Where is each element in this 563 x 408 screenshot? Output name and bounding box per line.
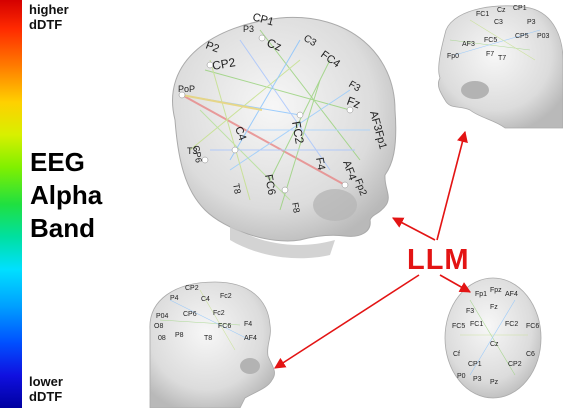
svg-text:AF4: AF4 — [505, 291, 518, 298]
svg-text:CP2: CP2 — [211, 55, 237, 73]
svg-text:FC2: FC2 — [505, 321, 518, 328]
colorbar-bottom-label: lower dDTF — [29, 374, 63, 404]
colorbar-top-label: higher dDTF — [29, 2, 69, 32]
band-title: EEG Alpha Band — [30, 147, 103, 243]
main-head-connections — [181, 29, 370, 211]
svg-text:O8: O8 — [154, 323, 163, 330]
svg-text:FC6: FC6 — [218, 323, 231, 330]
svg-text:P3: P3 — [243, 24, 254, 34]
svg-text:CP2: CP2 — [185, 285, 199, 292]
svg-text:CP1: CP1 — [468, 361, 482, 368]
svg-text:FC6: FC6 — [526, 323, 539, 330]
svg-text:C6: C6 — [526, 351, 535, 358]
svg-text:FC1: FC1 — [476, 11, 489, 18]
svg-text:PoP: PoP — [178, 84, 195, 94]
svg-text:Fc2: Fc2 — [213, 310, 225, 317]
svg-text:C4: C4 — [232, 125, 248, 142]
svg-text:Cz: Cz — [497, 7, 506, 14]
svg-text:Pz: Pz — [490, 379, 499, 386]
svg-text:Cf: Cf — [453, 351, 460, 358]
svg-text:Fpz: Fpz — [490, 287, 502, 294]
svg-text:C3: C3 — [494, 19, 503, 26]
svg-text:P3: P3 — [527, 19, 536, 26]
svg-text:C4: C4 — [201, 296, 210, 303]
svg-text:P2: P2 — [204, 40, 221, 56]
main-head-nodes — [178, 34, 354, 194]
svg-text:CP1: CP1 — [251, 11, 275, 28]
svg-text:Fp0: Fp0 — [447, 53, 459, 60]
svg-text:T8: T8 — [231, 183, 243, 195]
svg-text:CP6: CP6 — [191, 145, 204, 164]
svg-text:F4: F4 — [313, 156, 327, 171]
svg-text:P3: P3 — [473, 376, 482, 383]
svg-text:FC1: FC1 — [470, 321, 483, 328]
svg-text:CP5: CP5 — [515, 33, 529, 40]
svg-text:FC6: FC6 — [262, 173, 277, 196]
dDTF-colorbar — [0, 0, 22, 408]
svg-text:F7: F7 — [486, 51, 494, 58]
main-head: CP1 P3 P2 CP2 Cz C3 FC4 F3 Fz FC2 AF3Fp1… — [172, 11, 397, 259]
arrow-to-top-right-head — [436, 130, 468, 241]
svg-text:P03: P03 — [537, 33, 550, 40]
head-top-right: FC1 Cz CP1 C3 P3 FC5 CP5 P03 AF3 F7 Fp0 T7 — [420, 0, 563, 129]
svg-text:08: 08 — [158, 335, 166, 342]
llm-label: LLM — [407, 244, 470, 276]
svg-text:Fz: Fz — [490, 304, 498, 311]
svg-text:T7: T7 — [498, 55, 506, 62]
svg-text:P4: P4 — [170, 295, 179, 302]
svg-text:CP6: CP6 — [183, 311, 197, 318]
arrow-to-main-head — [392, 217, 436, 241]
svg-text:FC2: FC2 — [289, 120, 307, 145]
svg-text:FC5: FC5 — [484, 37, 497, 44]
svg-text:Fz: Fz — [345, 94, 362, 112]
svg-text:Cz: Cz — [265, 36, 284, 54]
svg-text:P04: P04 — [156, 313, 169, 320]
svg-text:F3: F3 — [347, 79, 363, 95]
svg-text:AF4: AF4 — [244, 335, 257, 342]
svg-text:CP2: CP2 — [508, 361, 522, 368]
svg-text:CP1: CP1 — [513, 5, 527, 12]
svg-text:T8: T8 — [204, 335, 212, 342]
svg-text:FC5: FC5 — [452, 323, 465, 330]
svg-text:Fc2: Fc2 — [220, 293, 232, 300]
svg-text:Cz: Cz — [490, 341, 499, 348]
svg-text:P8: P8 — [175, 332, 184, 339]
svg-text:T3: T3 — [187, 146, 198, 156]
llm-arrows — [274, 130, 471, 369]
svg-text:F3: F3 — [466, 308, 474, 315]
arrow-to-bottom-right-head — [439, 274, 471, 293]
arrow-to-bottom-left-head — [274, 274, 420, 369]
svg-text:P0: P0 — [457, 373, 466, 380]
svg-text:F4: F4 — [244, 321, 252, 328]
svg-text:F8: F8 — [290, 202, 302, 214]
svg-text:Fp1: Fp1 — [475, 291, 487, 298]
svg-text:AF3: AF3 — [462, 41, 475, 48]
